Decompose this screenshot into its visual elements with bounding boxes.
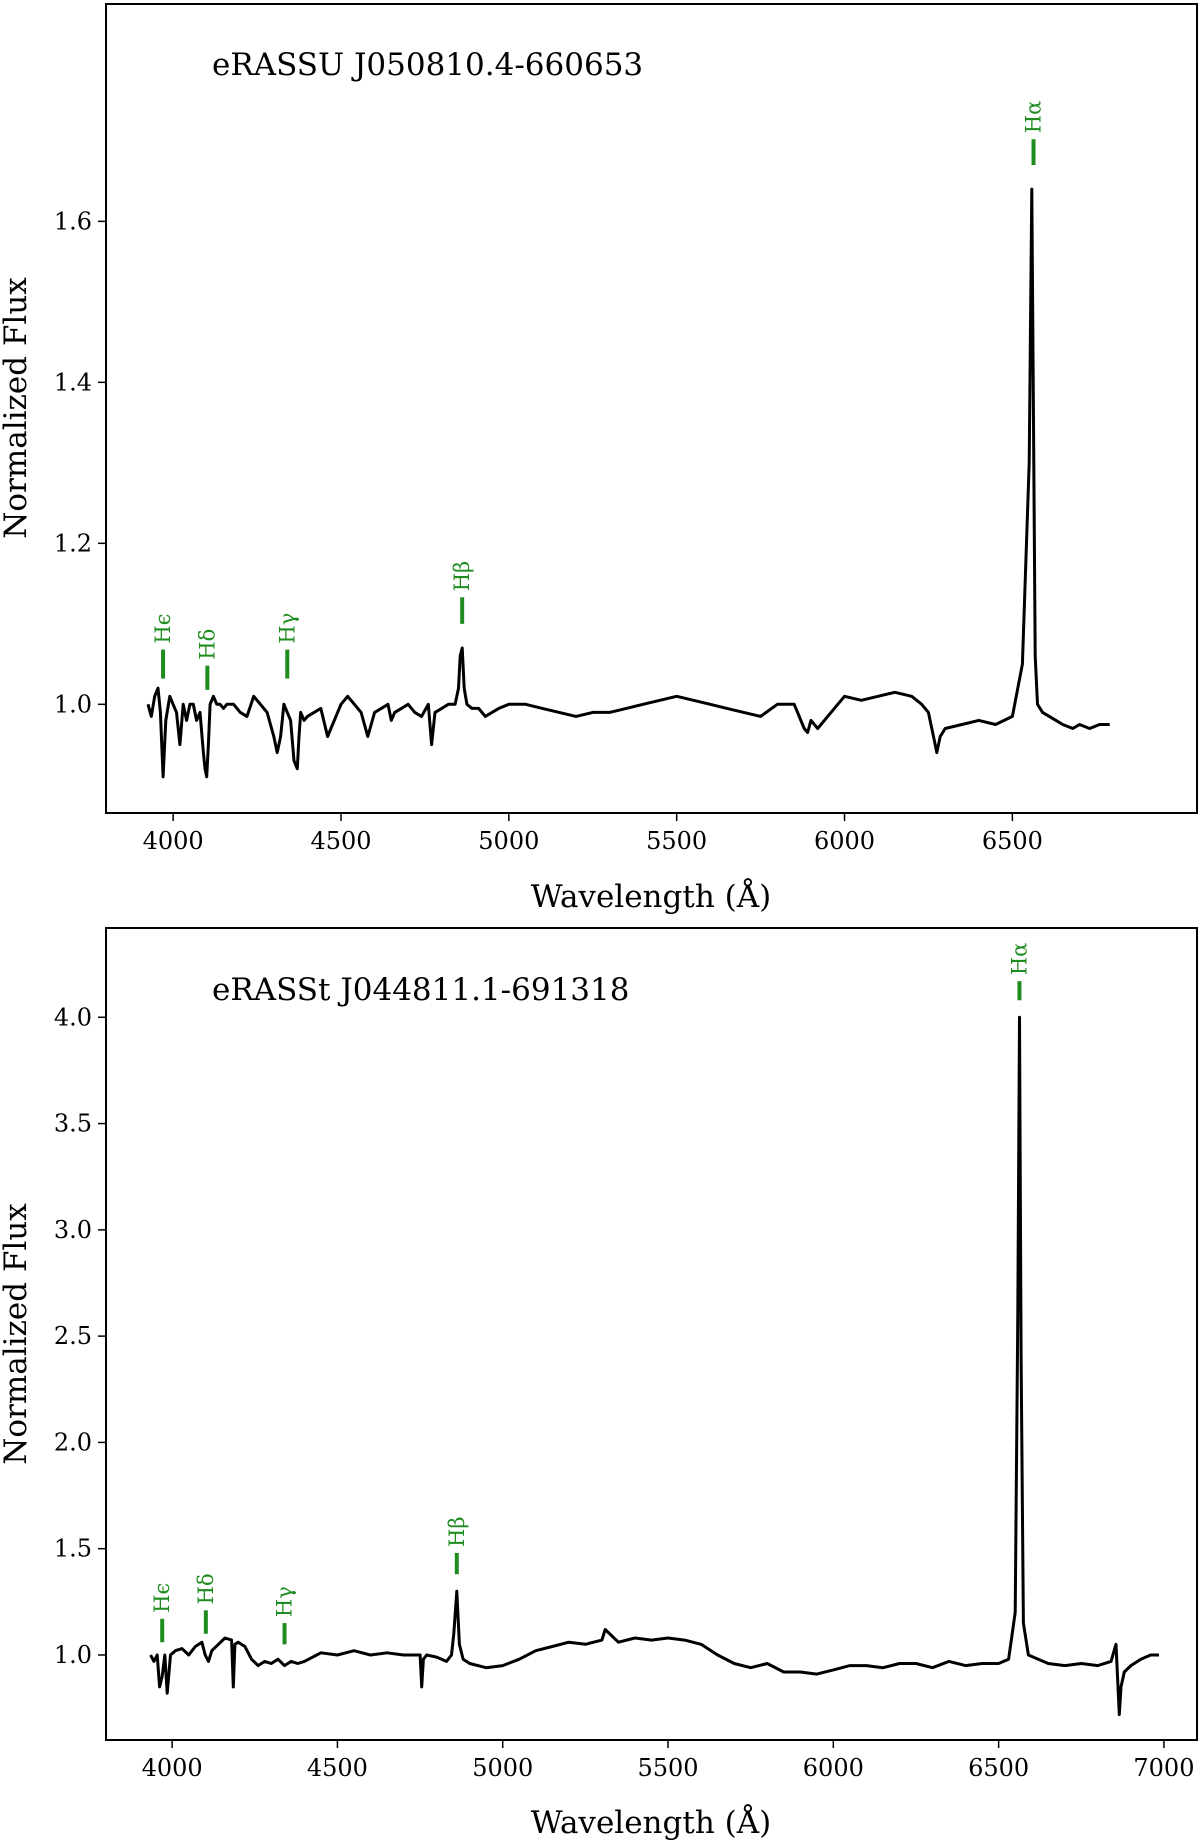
bottom-spectrum-line (149, 1015, 1159, 1716)
bottom-y-tick-label: 2.0 (54, 1428, 92, 1456)
top-y-tick-label: 1.2 (54, 529, 92, 557)
bottom-marker-label: Hγ (273, 1586, 297, 1617)
bottom-line-markers: Hϵ Hδ Hγ Hβ Hα (150, 943, 1031, 1645)
bottom-x-axis-label: Wavelength (Å) (531, 1803, 771, 1841)
top-axis-ticks: 4000 4500 5000 5500 6000 6500 1.0 1.2 1.4 1.6 (54, 207, 1043, 855)
bottom-x-tick-label: 4000 (142, 1754, 203, 1782)
top-spectrum-line (146, 187, 1110, 779)
bottom-marker-label: Hα (1007, 943, 1031, 976)
top-y-axis-label: Normalized Flux (0, 277, 34, 539)
bottom-x-tick-label: 5500 (637, 1754, 698, 1782)
bottom-panel-title: eRASSt J044811.1-691318 (212, 972, 629, 1008)
bottom-x-tick-label: 6500 (968, 1754, 1029, 1782)
top-plot-frame (105, 3, 1198, 814)
top-x-tick-label: 6500 (982, 827, 1043, 855)
top-y-tick-label: 1.0 (54, 690, 92, 718)
bottom-plot-frame (105, 927, 1198, 1741)
bottom-x-tick-label: 4500 (307, 1754, 368, 1782)
bottom-marker-label: Hϵ (150, 1583, 174, 1613)
bottom-y-tick-label: 3.0 (54, 1216, 92, 1244)
bottom-y-axis-label: Normalized Flux (0, 1203, 34, 1465)
top-x-tick-label: 6000 (814, 827, 875, 855)
bottom-marker-label: Hδ (194, 1573, 218, 1604)
bottom-x-tick-label: 6000 (803, 1754, 864, 1782)
bottom-y-tick-label: 3.5 (54, 1110, 92, 1138)
bottom-panel: eRASSt J044811.1-691318 Wavelength (Å) N… (0, 927, 1198, 1841)
top-x-tick-label: 5000 (478, 827, 539, 855)
bottom-x-tick-label: 7000 (1133, 1754, 1194, 1782)
top-panel-title: eRASSU J050810.4-660653 (212, 47, 643, 83)
top-x-tick-label: 4500 (310, 827, 371, 855)
top-x-axis-label: Wavelength (Å) (531, 877, 771, 915)
top-marker-label: Hδ (195, 629, 219, 660)
top-marker-label: Hγ (275, 613, 299, 644)
bottom-y-tick-label: 4.0 (54, 1003, 92, 1031)
bottom-y-tick-label: 1.0 (54, 1641, 92, 1669)
top-marker-label: Hα (1022, 101, 1046, 134)
bottom-axis-ticks: 4000 4500 5000 5500 6000 6500 7000 1.0 1.5 2.0 2.5… (54, 1003, 1195, 1782)
top-panel: eRASSU J050810.4-660653 Wavelength (Å) N… (0, 3, 1198, 915)
top-line-markers: Hϵ Hδ Hγ Hβ Hα (151, 101, 1046, 690)
top-y-tick-label: 1.4 (54, 368, 92, 396)
top-marker-label: Hϵ (151, 614, 175, 644)
top-marker-label: Hβ (450, 561, 474, 591)
bottom-x-tick-label: 5000 (472, 1754, 533, 1782)
bottom-y-tick-label: 2.5 (54, 1322, 92, 1350)
bottom-marker-label: Hβ (445, 1516, 469, 1546)
top-y-tick-label: 1.6 (54, 207, 92, 235)
top-x-tick-label: 5500 (646, 827, 707, 855)
bottom-y-tick-label: 1.5 (54, 1535, 92, 1563)
top-x-tick-label: 4000 (143, 827, 204, 855)
